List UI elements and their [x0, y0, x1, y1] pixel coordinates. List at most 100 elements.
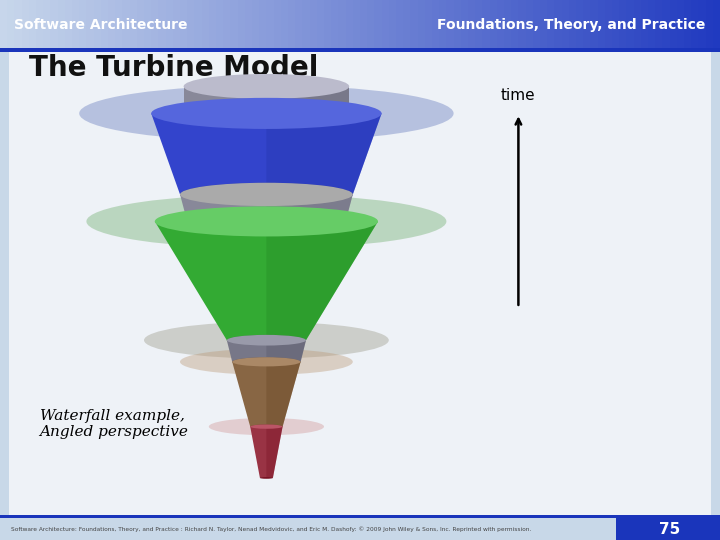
Polygon shape	[266, 362, 301, 427]
Bar	[151, 0, 159, 49]
Bar	[295, 0, 303, 49]
Bar	[266, 0, 274, 49]
Bar	[396, 0, 404, 49]
Bar	[122, 0, 130, 49]
Bar	[115, 0, 123, 49]
Polygon shape	[266, 340, 306, 362]
Bar	[245, 0, 253, 49]
Bar	[29, 0, 37, 49]
Bar	[641, 0, 649, 49]
Bar	[130, 0, 138, 49]
Text: Foundations, Theory, and Practice: Foundations, Theory, and Practice	[437, 18, 706, 32]
Ellipse shape	[144, 322, 389, 359]
Bar	[655, 0, 663, 49]
Ellipse shape	[232, 357, 301, 367]
Ellipse shape	[180, 349, 353, 375]
Bar	[50, 0, 58, 49]
Ellipse shape	[184, 74, 349, 99]
Bar	[698, 0, 706, 49]
Text: The Turbine Model: The Turbine Model	[29, 53, 318, 82]
Bar	[7, 0, 15, 49]
Ellipse shape	[232, 357, 301, 367]
Polygon shape	[266, 221, 378, 340]
Bar	[389, 0, 397, 49]
Ellipse shape	[227, 335, 306, 346]
Polygon shape	[227, 340, 306, 362]
Polygon shape	[266, 86, 349, 113]
Bar	[274, 0, 282, 49]
Bar	[526, 0, 534, 49]
Bar	[562, 0, 570, 49]
Bar	[173, 0, 181, 49]
Bar	[590, 0, 598, 49]
Bar	[403, 0, 411, 49]
Bar	[209, 0, 217, 49]
Bar	[137, 0, 145, 49]
Bar	[166, 0, 174, 49]
Bar	[72, 0, 80, 49]
Bar	[425, 0, 433, 49]
Text: Software Architecture: Foundations, Theory, and Practice : Richard N. Taylor, Ne: Software Architecture: Foundations, Theo…	[11, 526, 531, 532]
Bar	[144, 0, 152, 49]
Bar	[331, 0, 339, 49]
Bar	[634, 0, 642, 49]
Ellipse shape	[86, 194, 446, 248]
Bar	[0, 48, 720, 52]
Bar	[518, 0, 526, 49]
Polygon shape	[184, 86, 349, 113]
Ellipse shape	[184, 101, 349, 126]
Bar	[108, 0, 116, 49]
Polygon shape	[266, 113, 382, 194]
Bar	[418, 0, 426, 49]
Text: 75: 75	[659, 522, 680, 537]
Polygon shape	[155, 221, 378, 340]
Bar	[310, 0, 318, 49]
Bar	[475, 0, 483, 49]
Bar	[605, 0, 613, 49]
Bar	[281, 0, 289, 49]
Bar	[14, 0, 22, 49]
Ellipse shape	[227, 335, 306, 346]
Bar	[670, 0, 678, 49]
Bar	[490, 0, 498, 49]
Bar	[0, 0, 8, 49]
Bar	[353, 0, 361, 49]
Bar	[79, 0, 87, 49]
Bar	[86, 0, 94, 49]
Ellipse shape	[209, 418, 324, 435]
Bar	[454, 0, 462, 49]
Bar	[439, 0, 447, 49]
Bar	[511, 0, 519, 49]
Bar	[540, 0, 548, 49]
Text: Waterfall example,
Angled perspective: Waterfall example, Angled perspective	[40, 409, 189, 439]
Bar	[36, 0, 44, 49]
Bar	[65, 0, 73, 49]
Bar	[187, 0, 195, 49]
Bar	[302, 0, 310, 49]
Bar	[360, 0, 368, 49]
Bar	[410, 0, 418, 49]
Bar	[569, 0, 577, 49]
Bar	[616, 517, 720, 540]
Ellipse shape	[251, 424, 282, 429]
Bar	[238, 0, 246, 49]
Bar	[382, 0, 390, 49]
Bar	[446, 0, 454, 49]
Bar	[43, 0, 51, 49]
Ellipse shape	[260, 477, 273, 479]
Ellipse shape	[180, 183, 353, 206]
Ellipse shape	[155, 206, 378, 237]
Bar	[598, 0, 606, 49]
Bar	[706, 0, 714, 49]
Bar	[677, 0, 685, 49]
Polygon shape	[266, 427, 283, 478]
Ellipse shape	[180, 183, 353, 206]
Ellipse shape	[187, 211, 346, 232]
Text: Software Architecture: Software Architecture	[14, 18, 188, 32]
Bar	[317, 0, 325, 49]
Bar	[338, 0, 346, 49]
Bar	[180, 0, 188, 49]
Bar	[216, 0, 224, 49]
Bar	[504, 0, 512, 49]
Bar	[94, 0, 102, 49]
